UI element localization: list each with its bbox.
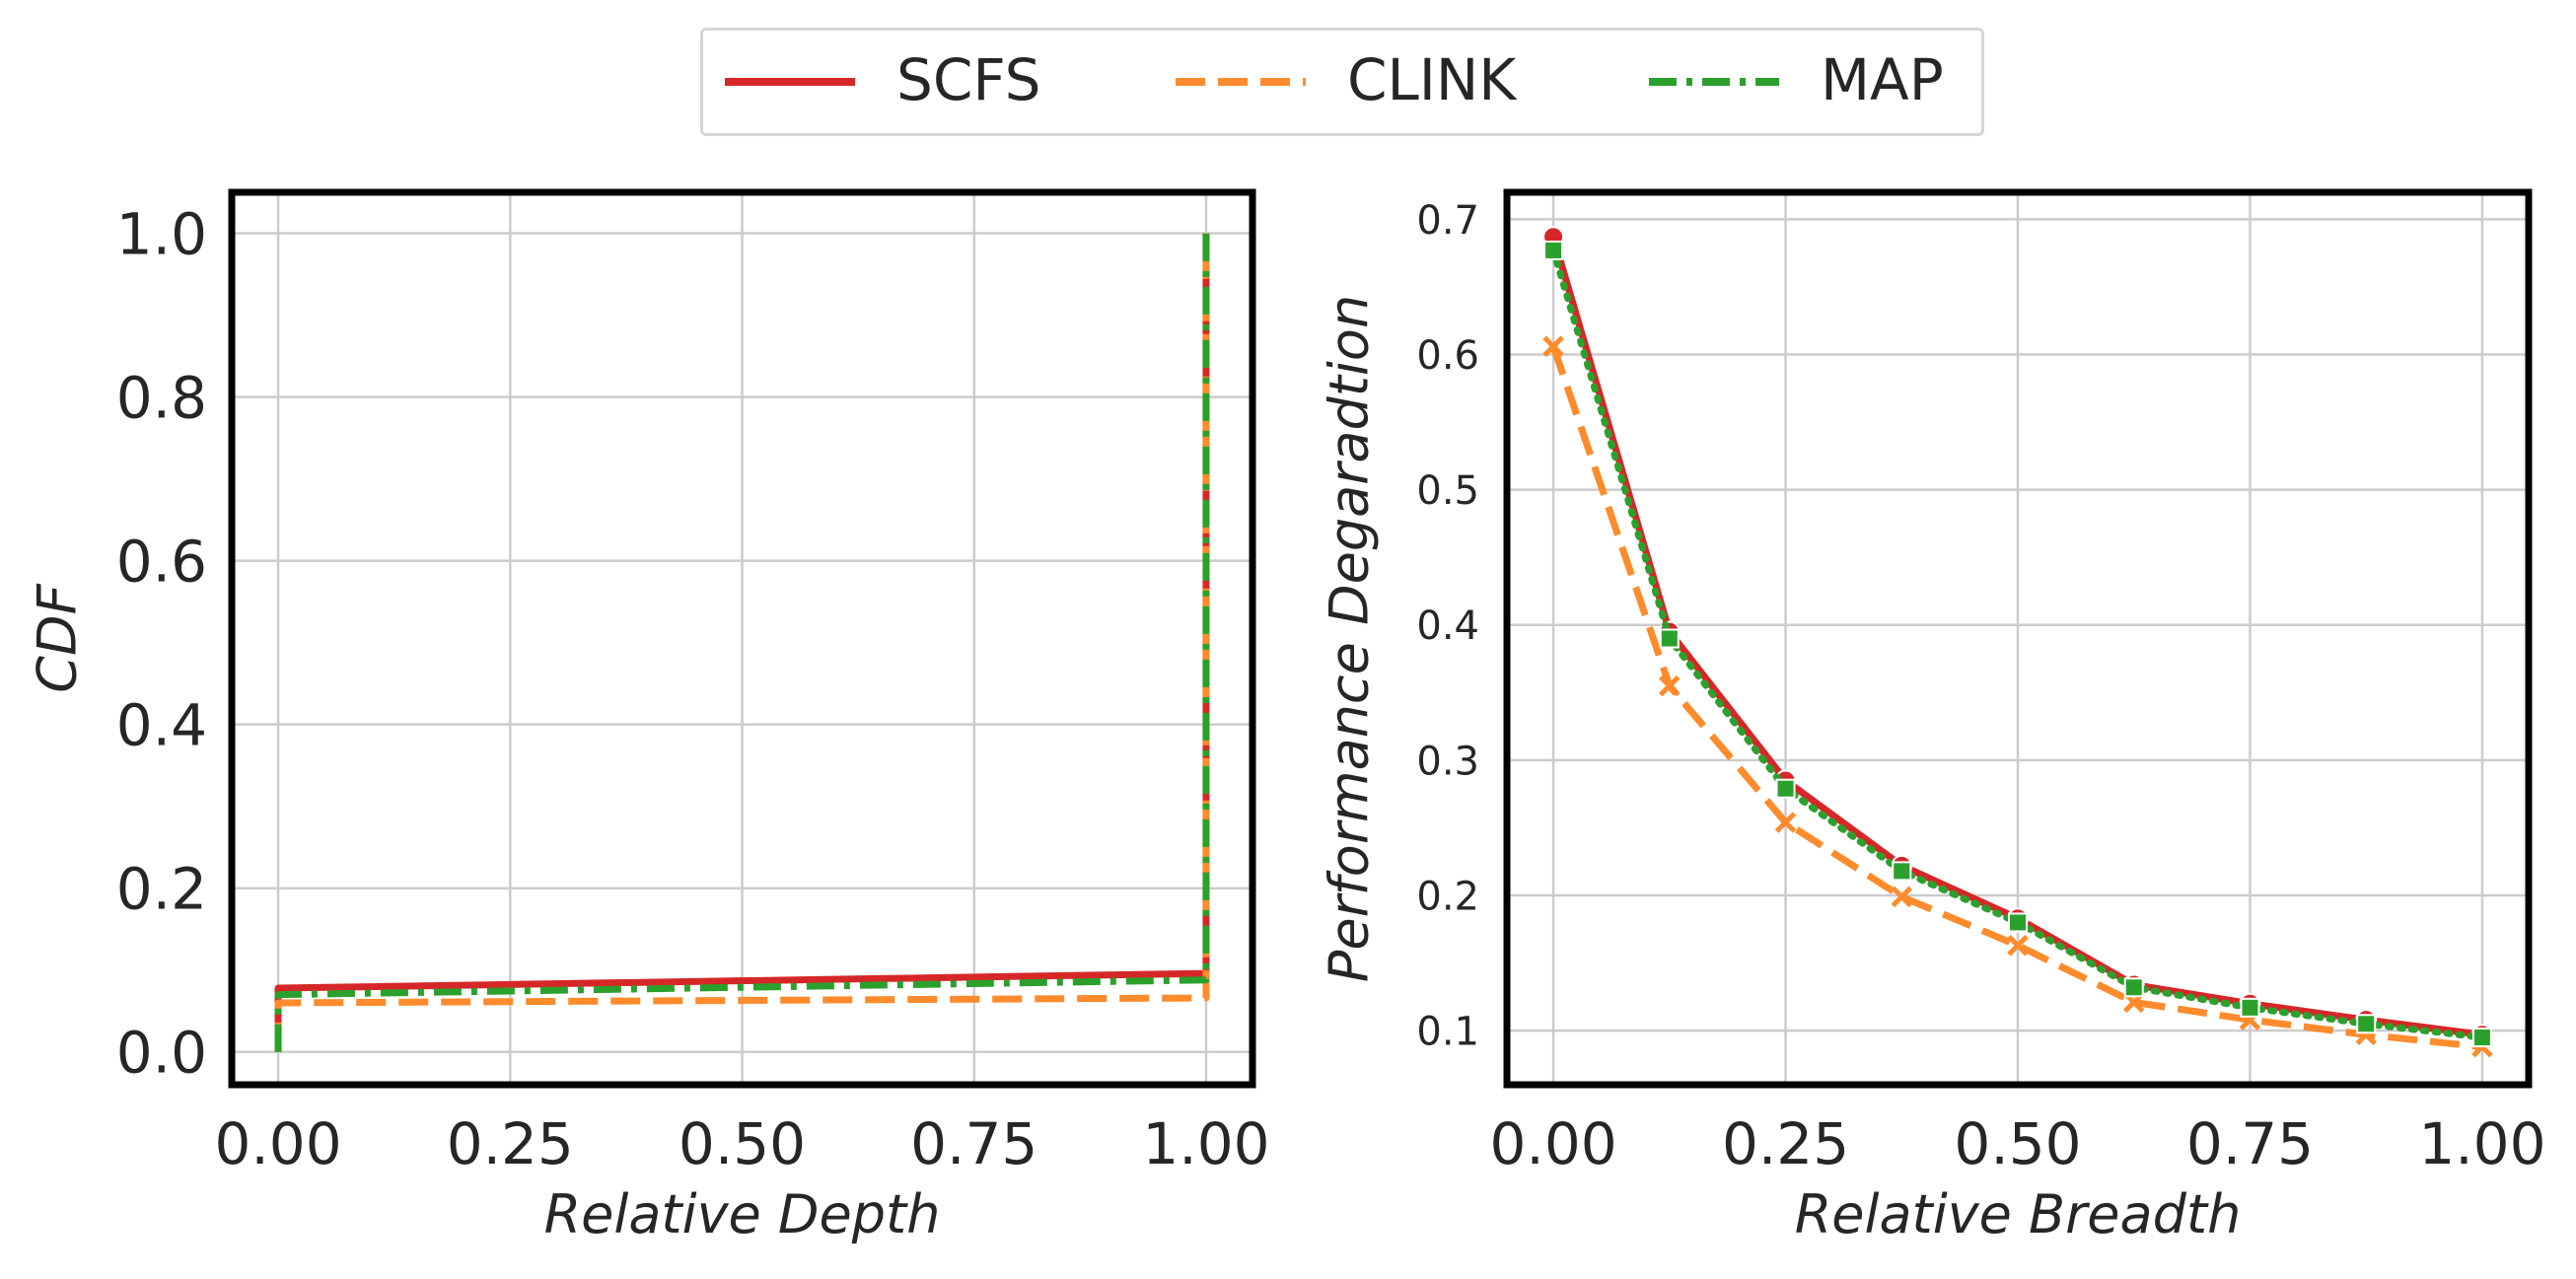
x-axis-label: Relative Depth bbox=[544, 1183, 941, 1245]
chart-panel-2: 0.00 0.25 0.50 0.75 1.00 0.1 0.2 0.3 0.4 0.5 0.6 0.… bbox=[1319, 188, 2545, 1245]
x-tick-label: 0.75 bbox=[2186, 1110, 2314, 1177]
legend-swatch-scfs bbox=[725, 78, 855, 86]
y-tick-label: 0.2 bbox=[116, 856, 207, 923]
x-tick-label: 0.25 bbox=[1722, 1110, 1849, 1177]
y-tick-label: 0.7 bbox=[1416, 198, 1479, 244]
y-tick-label: 0.4 bbox=[1416, 604, 1479, 649]
data-point-clink bbox=[1774, 812, 1797, 833]
y-tick-label: 0.4 bbox=[116, 692, 207, 759]
x-tick-label: 0.25 bbox=[447, 1110, 574, 1177]
y-tick-label: 0.0 bbox=[116, 1020, 207, 1087]
x-axis-label: Relative Breadth bbox=[1795, 1183, 2242, 1245]
data-point-clink bbox=[2007, 934, 2029, 957]
data-point-map bbox=[1775, 778, 1796, 799]
legend-label-map: MAP bbox=[1821, 46, 1944, 113]
y-tick-label: 0.2 bbox=[1416, 874, 1479, 919]
y-tick-label: 0.8 bbox=[116, 364, 207, 431]
x-tick-label: 0.00 bbox=[1490, 1110, 1617, 1177]
y-tick-label: 0.3 bbox=[1416, 739, 1479, 784]
x-tick-label: 0.75 bbox=[910, 1110, 1038, 1177]
y-tick-label: 1.0 bbox=[116, 200, 207, 267]
legend-item-scfs: SCFS bbox=[721, 31, 1046, 133]
legend-label-scfs: SCFS bbox=[896, 46, 1041, 113]
legend: SCFS CLINK MAP bbox=[700, 28, 1984, 136]
data-point-map bbox=[2356, 1014, 2377, 1034]
x-tick-label: 1.00 bbox=[1142, 1110, 1269, 1177]
series-line-clink bbox=[1549, 345, 2483, 1051]
x-tick-label: 0.50 bbox=[679, 1110, 806, 1177]
data-point-clink bbox=[1542, 335, 1564, 358]
data-point-map bbox=[2123, 977, 2144, 998]
data-point-map bbox=[2008, 912, 2028, 933]
legend-swatch-map bbox=[1649, 78, 1779, 86]
y-tick-label: 0.5 bbox=[1416, 468, 1479, 514]
data-point-map bbox=[1543, 240, 1564, 260]
y-tick-label: 0.1 bbox=[1416, 1010, 1479, 1055]
data-point-map bbox=[1892, 861, 1912, 882]
y-axis-label: Performance Degaradtion bbox=[1319, 295, 1381, 982]
data-point-map bbox=[1659, 628, 1680, 649]
chart-panel-1: 0.00 0.25 0.50 0.75 1.00 0.0 0.2 0.4 0.6 0.8 1.0 Re… bbox=[27, 188, 1270, 1245]
data-point-clink bbox=[1659, 675, 1681, 697]
x-tick-label: 0.50 bbox=[1954, 1110, 2081, 1177]
legend-swatch-clink bbox=[1176, 78, 1306, 86]
plot-frame bbox=[1503, 188, 2533, 1089]
legend-item-clink: CLINK bbox=[1172, 31, 1537, 133]
y-tick-label: 0.6 bbox=[116, 529, 207, 596]
plot-frame bbox=[228, 188, 1256, 1089]
series-line-map bbox=[274, 233, 1210, 1052]
y-axis-label: CDF bbox=[27, 583, 89, 692]
legend-item-map: MAP bbox=[1645, 31, 1970, 133]
x-tick-label: 0.00 bbox=[214, 1110, 341, 1177]
x-tick-label: 1.00 bbox=[2418, 1110, 2545, 1177]
legend-label-clink: CLINK bbox=[1347, 46, 1517, 113]
data-point-map bbox=[2471, 1028, 2492, 1048]
data-point-clink bbox=[1891, 886, 1913, 908]
data-point-map bbox=[2240, 997, 2260, 1018]
y-tick-label: 0.6 bbox=[1416, 333, 1479, 379]
